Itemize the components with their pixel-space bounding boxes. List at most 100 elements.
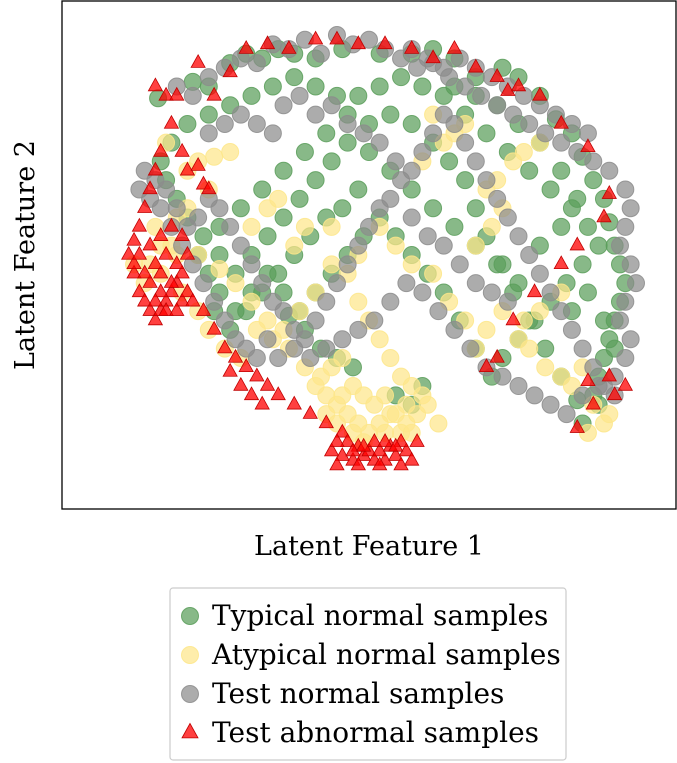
point-typical-normal-samples xyxy=(269,264,288,283)
point-test-abnormal-samples xyxy=(318,414,334,429)
point-test-abnormal-samples xyxy=(350,35,366,50)
x-axis-label: Latent Feature 1 xyxy=(254,531,484,562)
point-typical-normal-samples xyxy=(440,152,459,171)
point-test-abnormal-samples xyxy=(339,433,356,447)
point-test-abnormal-samples xyxy=(142,302,158,316)
point-typical-normal-samples xyxy=(231,199,250,218)
point-test-abnormal-samples xyxy=(153,227,169,241)
point-atypical-normal-samples xyxy=(536,358,555,377)
point-test-normal-samples xyxy=(231,236,250,255)
point-test-abnormal-samples xyxy=(585,395,601,410)
point-test-abnormal-samples xyxy=(190,156,206,171)
point-typical-normal-samples xyxy=(338,133,357,152)
point-test-abnormal-samples xyxy=(174,264,190,279)
legend-marker xyxy=(181,607,199,625)
point-test-normal-samples xyxy=(573,339,592,358)
point-typical-normal-samples xyxy=(402,114,421,133)
point-test-normal-samples xyxy=(584,358,603,377)
point-atypical-normal-samples xyxy=(295,217,314,236)
point-typical-normal-samples xyxy=(242,86,261,105)
point-test-normal-samples xyxy=(445,320,464,339)
point-test-normal-samples xyxy=(215,311,234,330)
point-atypical-normal-samples xyxy=(205,147,224,166)
point-test-normal-samples xyxy=(541,283,560,302)
point-test-abnormal-samples xyxy=(158,245,174,260)
point-test-abnormal-samples xyxy=(153,283,169,298)
point-test-normal-samples xyxy=(557,405,576,424)
point-test-normal-samples xyxy=(263,292,282,311)
point-test-abnormal-samples xyxy=(179,161,196,176)
point-test-abnormal-samples xyxy=(350,456,366,471)
point-typical-normal-samples xyxy=(392,68,411,87)
legend-label: Typical normal samples xyxy=(212,599,548,632)
point-typical-normal-samples xyxy=(178,114,197,133)
point-test-abnormal-samples xyxy=(526,283,543,298)
point-test-abnormal-samples xyxy=(147,311,164,326)
point-typical-normal-samples xyxy=(199,105,218,124)
point-test-normal-samples xyxy=(306,105,325,124)
point-test-normal-samples xyxy=(290,86,309,105)
point-typical-normal-samples xyxy=(333,199,352,218)
point-atypical-normal-samples xyxy=(285,236,304,255)
legend-marker xyxy=(181,722,199,739)
point-test-abnormal-samples xyxy=(553,255,569,270)
point-test-abnormal-samples xyxy=(163,273,180,288)
point-atypical-normal-samples xyxy=(226,274,245,293)
point-test-abnormal-samples xyxy=(505,311,521,326)
point-test-normal-samples xyxy=(562,320,581,339)
scatter-marks xyxy=(121,26,645,471)
point-test-abnormal-samples xyxy=(126,264,142,279)
point-test-normal-samples xyxy=(413,143,432,162)
point-test-normal-samples xyxy=(413,283,432,302)
legend-item: Typical normal samples xyxy=(181,599,548,632)
legend: Typical normal samples Atypical normal sa… xyxy=(169,587,567,761)
point-test-abnormal-samples xyxy=(334,423,350,438)
point-test-normal-samples xyxy=(552,302,571,321)
point-test-abnormal-samples xyxy=(222,63,238,78)
y-axis-label: Latent Feature 2 xyxy=(10,140,41,370)
point-test-normal-samples xyxy=(247,348,266,367)
point-test-abnormal-samples xyxy=(254,395,270,410)
point-test-normal-samples xyxy=(205,292,224,311)
point-test-normal-samples xyxy=(424,124,443,143)
point-atypical-normal-samples xyxy=(306,377,325,396)
point-test-abnormal-samples xyxy=(388,437,404,452)
point-test-normal-samples xyxy=(199,68,218,87)
point-test-abnormal-samples xyxy=(377,433,393,447)
point-atypical-normal-samples xyxy=(376,386,395,405)
point-test-normal-samples xyxy=(247,114,266,133)
point-test-normal-samples xyxy=(301,348,320,367)
point-test-abnormal-samples xyxy=(388,447,404,461)
point-typical-normal-samples xyxy=(552,161,571,180)
point-test-abnormal-samples xyxy=(201,180,217,195)
point-test-abnormal-samples xyxy=(147,292,164,307)
point-test-abnormal-samples xyxy=(137,292,153,307)
point-test-abnormal-samples xyxy=(553,114,569,129)
point-test-normal-samples xyxy=(274,96,293,115)
point-test-normal-samples xyxy=(253,274,272,293)
point-test-abnormal-samples xyxy=(233,376,249,391)
point-typical-normal-samples xyxy=(536,339,555,358)
point-typical-normal-samples xyxy=(552,217,571,236)
point-test-normal-samples xyxy=(434,236,453,255)
point-test-normal-samples xyxy=(434,58,453,77)
point-test-normal-samples xyxy=(472,86,491,105)
point-test-normal-samples xyxy=(349,320,368,339)
point-test-normal-samples xyxy=(482,283,501,302)
point-test-abnormal-samples xyxy=(425,49,441,64)
point-test-normal-samples xyxy=(498,208,517,227)
point-atypical-normal-samples xyxy=(600,405,619,424)
point-test-abnormal-samples xyxy=(270,386,286,401)
point-typical-normal-samples xyxy=(381,105,400,124)
point-test-normal-samples xyxy=(434,105,453,124)
point-test-abnormal-samples xyxy=(243,386,260,401)
point-typical-normal-samples xyxy=(263,77,282,96)
point-typical-normal-samples xyxy=(445,217,464,236)
point-test-normal-samples xyxy=(215,114,234,133)
point-typical-normal-samples xyxy=(594,311,613,330)
point-test-normal-samples xyxy=(584,152,603,171)
point-test-normal-samples xyxy=(247,54,266,73)
point-test-normal-samples xyxy=(231,105,250,124)
point-test-abnormal-samples xyxy=(227,348,244,363)
